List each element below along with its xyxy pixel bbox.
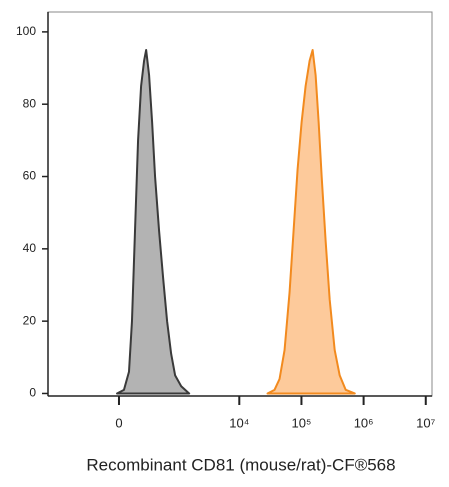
histogram-area	[266, 48, 356, 395]
x-tick-label: 10⁷	[416, 415, 435, 430]
x-tick-label: 10⁵	[292, 415, 312, 430]
y-tick-label: 20	[23, 313, 37, 327]
x-axis-label: Recombinant CD81 (mouse/rat)-CF®568	[86, 455, 395, 474]
plot-frame	[47, 11, 433, 397]
y-tick-label: 80	[23, 96, 37, 110]
histogram-area	[116, 48, 191, 395]
x-tick-label: 10⁴	[229, 415, 249, 430]
y-tick-label: 40	[23, 241, 37, 255]
y-tick-label: 0	[29, 386, 36, 400]
x-tick-label: 10⁶	[354, 415, 374, 430]
y-tick-label: 60	[23, 169, 37, 183]
x-tick-label: 0	[115, 415, 122, 430]
y-tick-label: 100	[16, 24, 36, 38]
